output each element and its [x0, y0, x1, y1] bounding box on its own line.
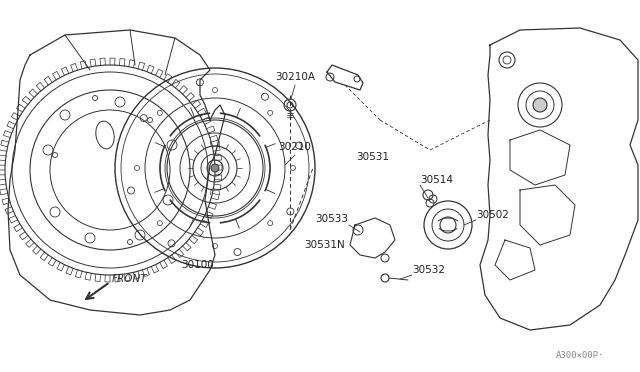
Circle shape — [533, 98, 547, 112]
Text: 30532: 30532 — [412, 265, 445, 275]
Circle shape — [211, 164, 219, 172]
Text: A300×00P·: A300×00P· — [556, 350, 604, 359]
Text: 30531N: 30531N — [304, 240, 345, 250]
Text: 30210A: 30210A — [275, 72, 315, 82]
Text: 30514: 30514 — [420, 175, 453, 185]
Text: 30210: 30210 — [278, 142, 312, 152]
Text: 30502: 30502 — [476, 210, 509, 220]
Text: 30531: 30531 — [356, 152, 390, 162]
Text: 30533: 30533 — [315, 214, 348, 224]
Text: 30100: 30100 — [182, 260, 214, 270]
Text: FRONT: FRONT — [112, 274, 147, 284]
